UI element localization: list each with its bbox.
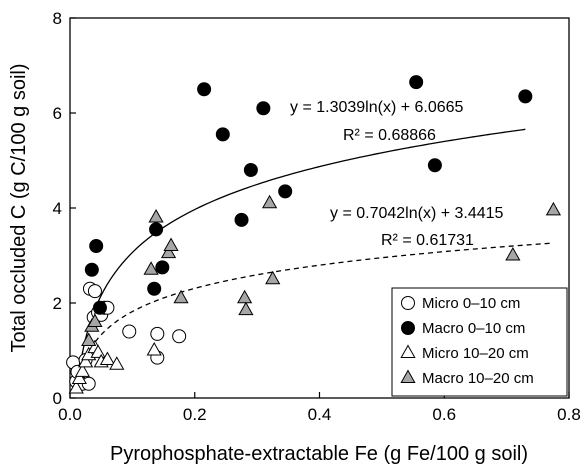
data-point-micro-10-20 [71, 370, 87, 384]
data-point-macro-0-10 [155, 260, 170, 275]
data-point-macro-0-10 [243, 163, 258, 177]
data-point-micro-10-20 [99, 351, 116, 365]
y-tick-label: 6 [53, 104, 62, 123]
x-tick-label: 0.0 [58, 405, 82, 424]
x-tick-label: 0.2 [183, 405, 207, 424]
data-point-macro-10-20 [545, 201, 562, 216]
fit-curve-macro-10-20 [81, 242, 554, 366]
data-point-macro-10-20 [505, 246, 521, 261]
legend-symbol-macro-10-20 [400, 369, 416, 383]
legend-box [391, 287, 568, 397]
x-tick-label: 0.4 [308, 405, 332, 424]
legend-symbol-macro-0-10 [401, 321, 415, 335]
data-point-macro-0-10 [234, 212, 249, 227]
legend-symbol-micro-10-20 [400, 344, 416, 358]
data-point-macro-0-10 [149, 222, 164, 237]
data-point-macro-10-20 [237, 289, 253, 304]
legend: Micro 0–10 cm Macro 0–10 cm Micro 10–20 … [391, 287, 568, 397]
data-point-macro-10-20 [87, 313, 103, 327]
legend-symbol-micro-0-10 [401, 296, 415, 310]
data-point-macro-0-10 [518, 89, 533, 104]
data-point-micro-0-10 [122, 324, 137, 339]
x-tick-label: 0.8 [557, 405, 581, 424]
data-point-micro-10-20 [68, 379, 84, 394]
y-tick-label: 0 [53, 389, 62, 408]
data-point-macro-0-10 [278, 184, 293, 199]
legend-label-micro-10-20: Micro 10–20 cm [422, 345, 529, 362]
legend-label-micro-0-10: Micro 0–10 cm [422, 295, 520, 312]
x-axis-title: Pyrophosphate-extractable Fe (g Fe/100 g… [110, 443, 528, 465]
data-point-micro-0-10 [150, 326, 165, 341]
data-point-macro-0-10 [84, 262, 99, 277]
data-point-macro-10-20 [81, 332, 97, 346]
data-point-macro-0-10 [409, 75, 424, 90]
y-tick-label: 8 [53, 9, 62, 28]
data-point-micro-10-20 [109, 356, 125, 370]
data-points [66, 75, 562, 394]
data-point-micro-0-10 [172, 329, 187, 344]
y-axis-title: Total occluded C (g C/100 g soil) [8, 63, 30, 352]
data-point-micro-0-10 [87, 284, 102, 299]
data-point-macro-0-10 [92, 300, 107, 315]
legend-label-macro-10-20: Macro 10–20 cm [422, 370, 534, 387]
fit-r2-macro-10-20: R² = 0.61731 [381, 232, 474, 249]
data-point-macro-10-20 [261, 194, 278, 209]
legend-symbols [400, 296, 416, 383]
data-point-macro-0-10 [197, 82, 212, 97]
data-point-macro-10-20 [148, 208, 164, 223]
data-point-micro-10-20 [74, 363, 91, 377]
data-point-macro-0-10 [147, 281, 162, 296]
data-point-macro-0-10 [427, 158, 442, 173]
fit-r2-macro-0-10: R² = 0.68866 [343, 127, 436, 144]
x-tick-label: 0.6 [432, 405, 456, 424]
data-point-macro-10-20 [173, 289, 189, 304]
y-tick-label: 2 [53, 294, 62, 313]
data-point-macro-10-20 [238, 301, 254, 316]
fit-equation-macro-10-20: y = 0.7042ln(x) + 3.4415 [330, 205, 504, 222]
data-point-macro-10-20 [143, 261, 159, 275]
legend-label-macro-0-10: Macro 0–10 cm [422, 320, 525, 337]
y-tick-label: 4 [53, 199, 62, 218]
data-point-macro-10-20 [265, 270, 281, 285]
data-point-macro-10-20 [163, 237, 179, 251]
data-point-micro-10-20 [146, 341, 162, 356]
axis-ticks: 0.0 0.2 0.4 0.6 0.8 0 2 4 6 8 [53, 9, 581, 424]
data-point-macro-0-10 [256, 101, 271, 116]
data-point-macro-0-10 [89, 239, 104, 253]
data-point-macro-0-10 [215, 127, 230, 142]
data-point-micro-10-20 [77, 353, 94, 368]
data-point-macro-10-20 [160, 244, 177, 259]
fit-equation-macro-0-10: y = 1.3039ln(x) + 6.0665 [290, 99, 464, 116]
